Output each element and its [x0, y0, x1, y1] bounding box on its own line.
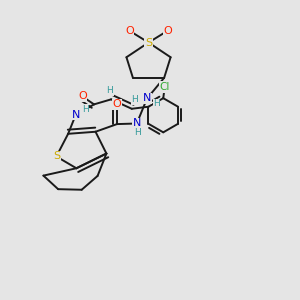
Text: O: O — [112, 99, 122, 110]
Text: H: H — [131, 95, 138, 104]
Text: N: N — [133, 118, 141, 128]
Text: O: O — [125, 26, 134, 36]
Text: Cl: Cl — [160, 82, 170, 92]
Text: S: S — [53, 152, 60, 161]
Text: H: H — [153, 99, 160, 108]
Text: H: H — [106, 86, 113, 95]
Text: H: H — [82, 105, 88, 114]
Text: S: S — [145, 38, 152, 47]
Text: N: N — [143, 94, 151, 103]
Text: O: O — [163, 26, 172, 36]
Text: O: O — [78, 92, 87, 101]
Text: N: N — [72, 110, 80, 120]
Text: H: H — [134, 128, 141, 137]
